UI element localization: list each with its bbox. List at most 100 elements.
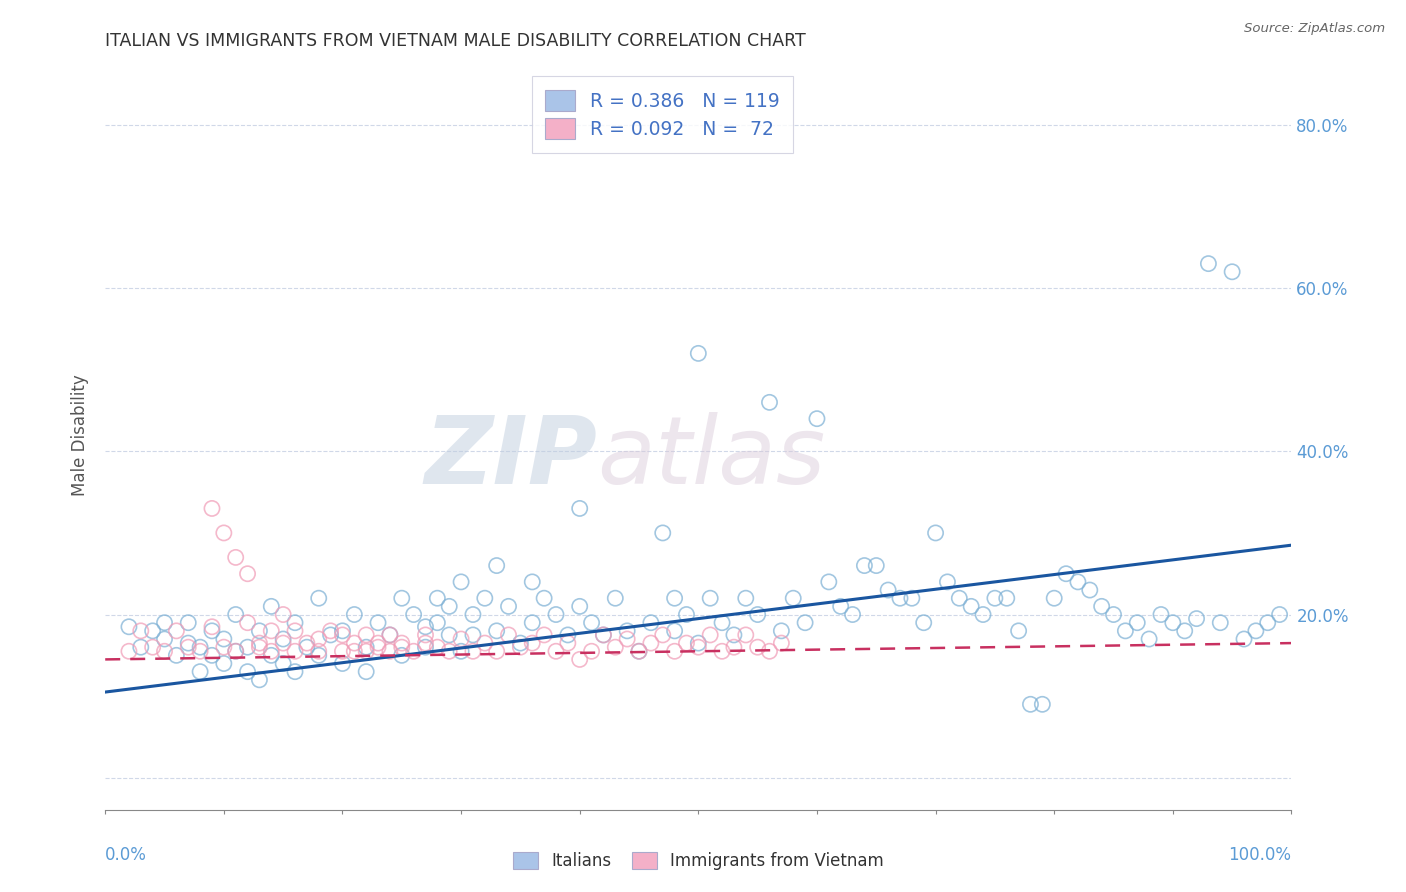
Point <box>474 636 496 650</box>
Point <box>332 628 354 642</box>
Point <box>212 632 235 646</box>
Point <box>1019 698 1042 712</box>
Point <box>212 640 235 655</box>
Point <box>1174 624 1197 638</box>
Point <box>1197 257 1219 271</box>
Point <box>699 591 721 606</box>
Point <box>332 624 354 638</box>
Point <box>165 624 187 638</box>
Point <box>308 591 330 606</box>
Point <box>461 607 484 622</box>
Point <box>367 615 389 630</box>
Point <box>605 640 627 655</box>
Point <box>568 599 591 614</box>
Point <box>118 620 141 634</box>
Point <box>461 628 484 642</box>
Point <box>271 636 294 650</box>
Point <box>1268 607 1291 622</box>
Point <box>391 640 413 655</box>
Point <box>450 574 472 589</box>
Point <box>688 640 710 655</box>
Point <box>664 624 686 638</box>
Point <box>1244 624 1267 638</box>
Point <box>651 628 673 642</box>
Point <box>509 636 531 650</box>
Point <box>924 525 946 540</box>
Point <box>236 665 259 679</box>
Point <box>1043 591 1066 606</box>
Point <box>758 644 780 658</box>
Point <box>236 566 259 581</box>
Point <box>1078 582 1101 597</box>
Point <box>1091 599 1114 614</box>
Point <box>343 644 366 658</box>
Point <box>568 652 591 666</box>
Text: ZIP: ZIP <box>425 411 598 503</box>
Point <box>1257 615 1279 630</box>
Point <box>1054 566 1077 581</box>
Point <box>474 591 496 606</box>
Point <box>271 632 294 646</box>
Point <box>188 644 211 658</box>
Point <box>1007 624 1029 638</box>
Point <box>426 591 449 606</box>
Point <box>284 665 307 679</box>
Text: 0.0%: 0.0% <box>105 847 148 864</box>
Point <box>1137 632 1160 646</box>
Point <box>439 644 461 658</box>
Point <box>450 644 472 658</box>
Point <box>212 525 235 540</box>
Point <box>544 607 567 622</box>
Point <box>485 558 508 573</box>
Point <box>592 628 614 642</box>
Text: ITALIAN VS IMMIGRANTS FROM VIETNAM MALE DISABILITY CORRELATION CHART: ITALIAN VS IMMIGRANTS FROM VIETNAM MALE … <box>105 32 806 50</box>
Point <box>260 624 283 638</box>
Point <box>498 599 520 614</box>
Point <box>581 644 603 658</box>
Point <box>236 615 259 630</box>
Point <box>841 607 863 622</box>
Point <box>1126 615 1149 630</box>
Point <box>225 644 247 658</box>
Point <box>319 628 342 642</box>
Point <box>817 574 839 589</box>
Point <box>557 636 579 650</box>
Point <box>912 615 935 630</box>
Point <box>901 591 924 606</box>
Point <box>770 636 793 650</box>
Point <box>391 648 413 663</box>
Point <box>747 607 769 622</box>
Point <box>1185 612 1208 626</box>
Point <box>402 644 425 658</box>
Point <box>367 636 389 650</box>
Point <box>177 615 200 630</box>
Point <box>249 624 271 638</box>
Point <box>688 636 710 650</box>
Point <box>450 632 472 646</box>
Point <box>354 665 377 679</box>
Point <box>439 599 461 614</box>
Point <box>485 644 508 658</box>
Point <box>142 640 165 655</box>
Point <box>188 665 211 679</box>
Point <box>806 411 828 425</box>
Point <box>568 501 591 516</box>
Point <box>640 636 662 650</box>
Point <box>711 644 734 658</box>
Point <box>201 648 224 663</box>
Point <box>675 636 697 650</box>
Point <box>426 615 449 630</box>
Point <box>308 648 330 663</box>
Point <box>415 636 437 650</box>
Point <box>605 591 627 606</box>
Point <box>461 644 484 658</box>
Point <box>1102 607 1125 622</box>
Point <box>522 574 544 589</box>
Point <box>627 644 650 658</box>
Point <box>177 640 200 655</box>
Point <box>415 620 437 634</box>
Point <box>640 615 662 630</box>
Point <box>332 657 354 671</box>
Point <box>723 628 745 642</box>
Text: Source: ZipAtlas.com: Source: ZipAtlas.com <box>1244 22 1385 36</box>
